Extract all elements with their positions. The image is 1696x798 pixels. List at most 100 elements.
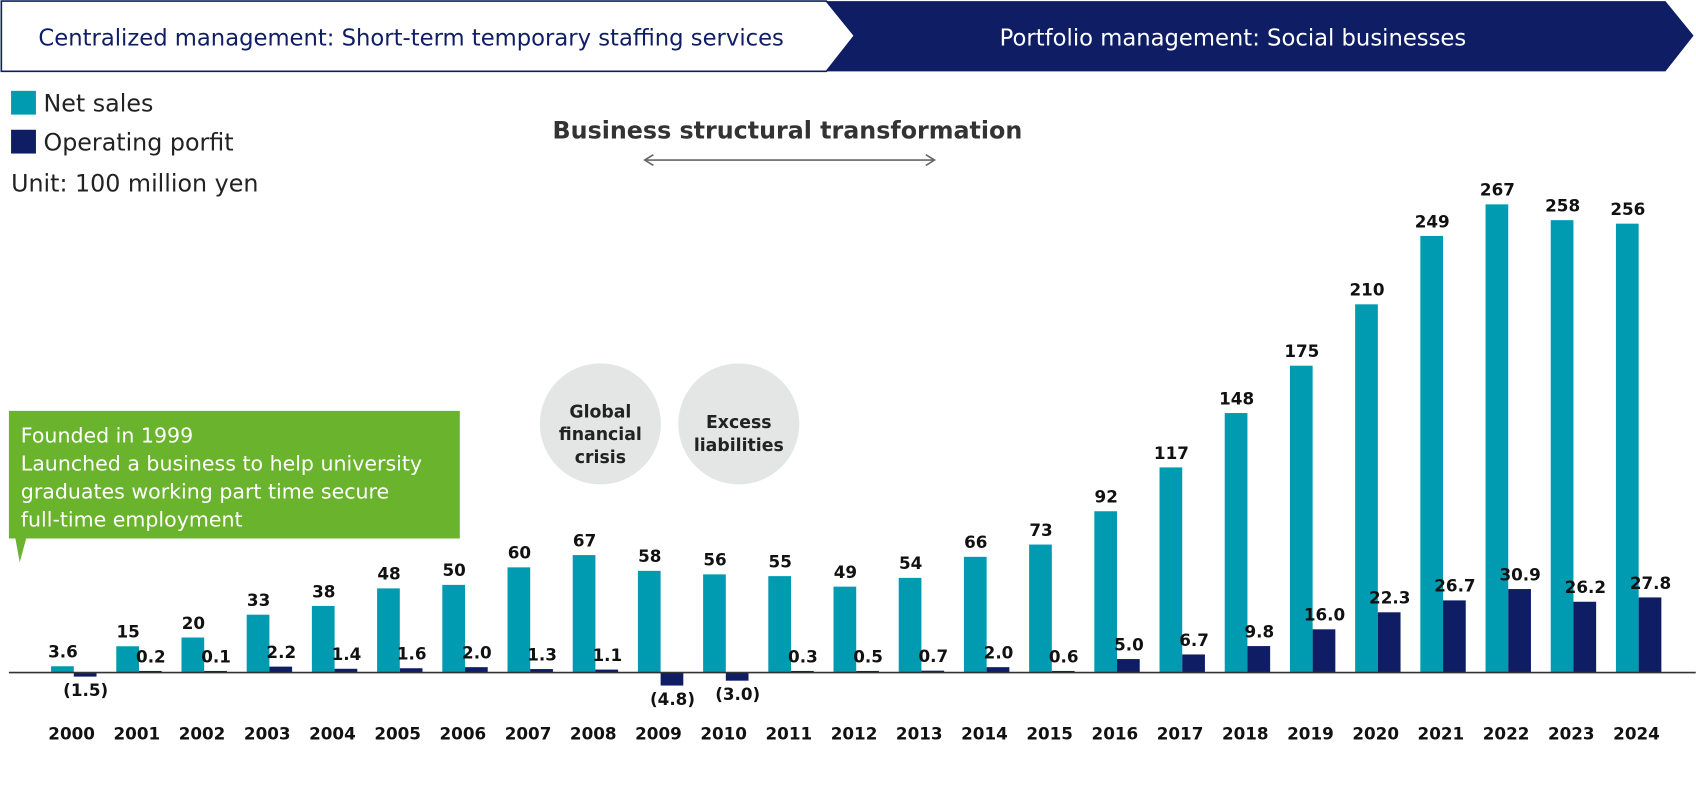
year-tick-label: 2004 (309, 724, 356, 744)
net-sales-label: 48 (377, 564, 400, 584)
net-sales-bar (1355, 304, 1378, 673)
net-sales-label: 49 (834, 562, 857, 582)
net-sales-bar (1159, 467, 1183, 673)
operating-profit-label: 0.1 (201, 646, 231, 666)
net-sales-label: 50 (443, 560, 466, 580)
net-sales-label: 38 (312, 581, 335, 601)
net-sales-bar (768, 576, 792, 673)
net-sales-bar (507, 567, 531, 673)
operating-profit-bar (1182, 654, 1205, 673)
net-sales-bar (377, 588, 400, 673)
net-sales-bar (703, 574, 726, 673)
operating-profit-bar (1377, 612, 1401, 673)
year-tick-label: 2007 (505, 724, 552, 744)
net-sales-bar (1224, 413, 1248, 673)
net-sales-bar (833, 586, 857, 673)
unit-label: Unit: 100 million yen (11, 169, 258, 197)
net-sales-label: 20 (182, 613, 205, 633)
net-sales-bar (572, 555, 596, 673)
net-sales-label: 66 (964, 532, 987, 552)
operating-profit-label: (3.0) (715, 684, 760, 704)
operating-profit-label: 0.6 (1049, 646, 1079, 666)
circle-excess-liabilities (678, 363, 800, 485)
circle2-line: Excess (706, 413, 772, 433)
net-sales-bar (181, 637, 205, 673)
circle2-line: liabilities (694, 436, 784, 456)
operating-profit-label: 0.5 (853, 646, 883, 666)
net-sales-label: 258 (1545, 195, 1580, 215)
net-sales-bar (1420, 235, 1444, 673)
callout-line: Founded in 1999 (21, 423, 193, 447)
year-tick-label: 2015 (1026, 724, 1073, 744)
net-sales-bar (1094, 511, 1118, 673)
operating-profit-label: 9.8 (1244, 621, 1274, 641)
net-sales-bar (1485, 204, 1509, 673)
year-tick-label: 2024 (1613, 724, 1660, 744)
operating-profit-label: 2.0 (462, 643, 492, 663)
net-sales-label: 175 (1284, 341, 1319, 361)
year-tick-label: 2022 (1483, 724, 1530, 744)
operating-profit-label: 2.0 (984, 643, 1014, 663)
legend-swatch-operating-profit (11, 129, 36, 154)
net-sales-label: 56 (703, 550, 726, 570)
net-sales-bar (1550, 220, 1574, 673)
operating-profit-label: 1.3 (527, 644, 557, 664)
legend-net-sales: Net sales (44, 89, 154, 117)
operating-profit-bar (1573, 601, 1597, 673)
net-sales-bar (311, 605, 335, 673)
transformation-label: Business structural transformation (553, 116, 1023, 144)
net-sales-label: 58 (638, 546, 661, 566)
bars: 3.6 (1.5) 2000 15 0.2 2001 20 0.1 2002 33 2.2 2003 3… (48, 180, 1671, 744)
net-sales-label: 117 (1154, 443, 1189, 463)
net-sales-label: 73 (1029, 520, 1052, 540)
operating-profit-bar (660, 672, 684, 686)
operating-profit-label: 22.3 (1369, 588, 1410, 608)
double-arrow-icon (643, 153, 937, 167)
operating-profit-bar (399, 668, 423, 673)
net-sales-label: 33 (247, 590, 270, 610)
net-sales-bar (442, 584, 466, 673)
net-sales-bar (51, 666, 74, 673)
legend-swatch-net-sales (11, 90, 36, 115)
operating-profit-label: 0.3 (788, 646, 818, 666)
operating-profit-bar (1312, 629, 1336, 673)
operating-profit-bar (595, 669, 619, 673)
callout-line: full-time employment (21, 508, 243, 532)
operating-profit-label: 16.0 (1304, 605, 1345, 625)
operating-profit-label: 27.8 (1630, 573, 1671, 593)
circle1-line: crisis (575, 448, 626, 468)
operating-profit-bar (73, 672, 97, 677)
operating-profit-label: 1.1 (592, 645, 622, 665)
year-tick-label: 2009 (635, 724, 682, 744)
circle-global-financial-crisis (539, 363, 661, 485)
operating-profit-label: (1.5) (63, 680, 108, 700)
callout-line: graduates working part time secure (21, 479, 389, 503)
operating-profit-label: 5.0 (1114, 634, 1144, 654)
year-tick-label: 2017 (1157, 724, 1204, 744)
year-tick-label: 2000 (48, 724, 95, 744)
circle1-line: financial (559, 425, 642, 445)
operating-profit-bar (465, 667, 488, 673)
banner-left-text: Centralized management: Short-term tempo… (38, 25, 783, 51)
net-sales-bar (963, 556, 987, 673)
operating-profit-label: 2.2 (266, 642, 296, 662)
year-tick-label: 2006 (440, 724, 487, 744)
net-sales-bar (1289, 365, 1313, 673)
year-tick-label: 2014 (961, 724, 1008, 744)
net-sales-bar (898, 577, 922, 673)
banner-right-text: Portfolio management: Social businesses (1000, 25, 1467, 51)
circle1-line: Global (569, 402, 631, 422)
net-sales-bar (637, 570, 661, 673)
year-tick-label: 2002 (179, 724, 226, 744)
net-sales-label: 60 (508, 543, 531, 563)
net-sales-label: 267 (1480, 180, 1515, 200)
net-sales-label: 249 (1415, 211, 1450, 231)
year-tick-label: 2010 (700, 724, 747, 744)
operating-profit-bar (986, 667, 1010, 673)
year-tick-label: 2019 (1287, 724, 1334, 744)
year-tick-label: 2023 (1548, 724, 1595, 744)
year-tick-label: 2018 (1222, 724, 1269, 744)
year-tick-label: 2003 (244, 724, 291, 744)
operating-profit-bar (1638, 597, 1662, 673)
